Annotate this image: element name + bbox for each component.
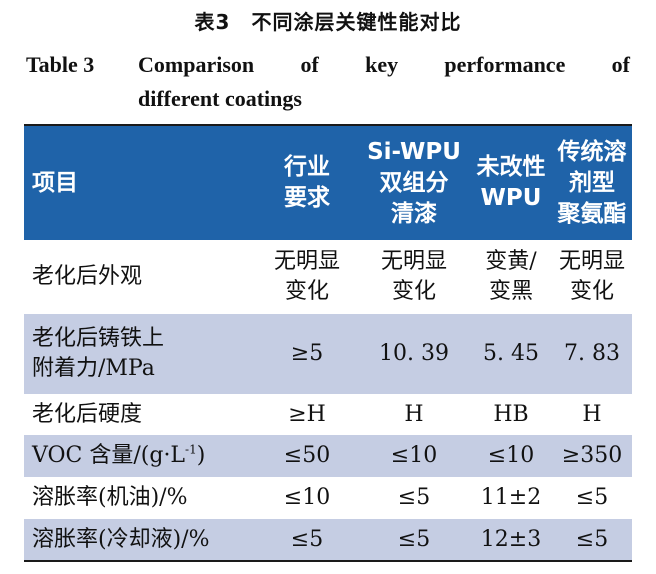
table-cell: ≤10: [390, 443, 438, 468]
table-cell: 12±3: [470, 519, 552, 562]
table-cell: 无明显 变化: [273, 249, 340, 304]
table-cell: ≤5: [552, 519, 632, 562]
table-cell: ≥H: [288, 401, 326, 427]
header-item: 项目: [24, 124, 256, 240]
table-header-row: 项目 行业 要求 Si-WPU 双组分 清漆 未改性 WPU 传统溶 剂型 聚氨…: [24, 124, 632, 240]
table-cell: 11±2: [480, 485, 542, 510]
table-cell: 10. 39: [379, 341, 449, 366]
row-item: 溶胀率(冷却液)/%: [24, 519, 256, 562]
table-row: 老化后外观 无明显 变化 无明显 变化 变黄/变黑 无明显 变化: [24, 240, 632, 314]
header-solvent-pu: 传统溶 剂型 聚氨酯: [552, 124, 632, 240]
title-word: of: [611, 52, 630, 77]
table-cell: 7. 83: [564, 341, 620, 366]
header-si-wpu: Si-WPU 双组分 清漆: [358, 124, 470, 240]
row-item: 老化后铸铁上 附着力/MPa: [32, 326, 165, 381]
table-title-english: Table 3 Comparison of key performance of…: [26, 48, 630, 116]
table-row: 溶胀率(冷却液)/% ≤5 ≤5 12±3 ≤5: [24, 519, 632, 562]
table-cell: ≥5: [290, 341, 324, 366]
comparison-table: 项目 行业 要求 Si-WPU 双组分 清漆 未改性 WPU 传统溶 剂型 聚氨…: [24, 124, 632, 562]
table-cell: ≤10: [283, 485, 331, 510]
table-cell: ≤5: [358, 519, 470, 562]
table-title-chinese: 表3 不同涂层关键性能对比: [194, 10, 462, 34]
row-item: 老化后硬度: [32, 401, 143, 427]
row-item: VOC 含量/(g·L-1): [32, 442, 206, 468]
table-cell: HB: [493, 401, 529, 427]
table-cell: 5. 45: [483, 341, 539, 366]
table-cell: ≤50: [283, 443, 331, 468]
row-item: 溶胀率(机油)/%: [32, 485, 188, 510]
table-cell: ≥350: [561, 443, 623, 468]
table-cell: 无明显 变化: [558, 249, 625, 304]
header-unmodified-wpu: 未改性 WPU: [470, 124, 552, 240]
row-item: 老化后外观: [32, 264, 143, 289]
table-row: VOC 含量/(g·L-1) ≤50 ≤10 ≤10 ≥350: [24, 435, 632, 477]
table-cell: ≤10: [487, 443, 535, 468]
table-cell: 无明显 变化: [380, 249, 447, 304]
table-cell: H: [582, 401, 602, 427]
title-word: of: [300, 52, 319, 77]
table-label: Table 3: [26, 52, 95, 77]
title-word: performance: [444, 52, 566, 77]
table-row: 溶胀率(机油)/% ≤10 ≤5 11±2 ≤5: [24, 477, 632, 519]
title-word: key: [365, 52, 399, 77]
table-cell: ≤5: [256, 519, 358, 562]
table-cell: H: [404, 401, 424, 427]
header-industry-requirement: 行业 要求: [256, 124, 358, 240]
title-line-2: different coatings: [138, 86, 302, 111]
table-cell: ≤5: [575, 485, 609, 510]
title-word: Comparison: [138, 52, 255, 77]
table-cell: ≤5: [397, 485, 431, 510]
table-cell: 变黄/变黑: [485, 249, 537, 304]
table-row: 老化后铸铁上 附着力/MPa ≥5 10. 39 5. 45 7. 83: [24, 314, 632, 394]
table-row: 老化后硬度 ≥H H HB H: [24, 394, 632, 435]
